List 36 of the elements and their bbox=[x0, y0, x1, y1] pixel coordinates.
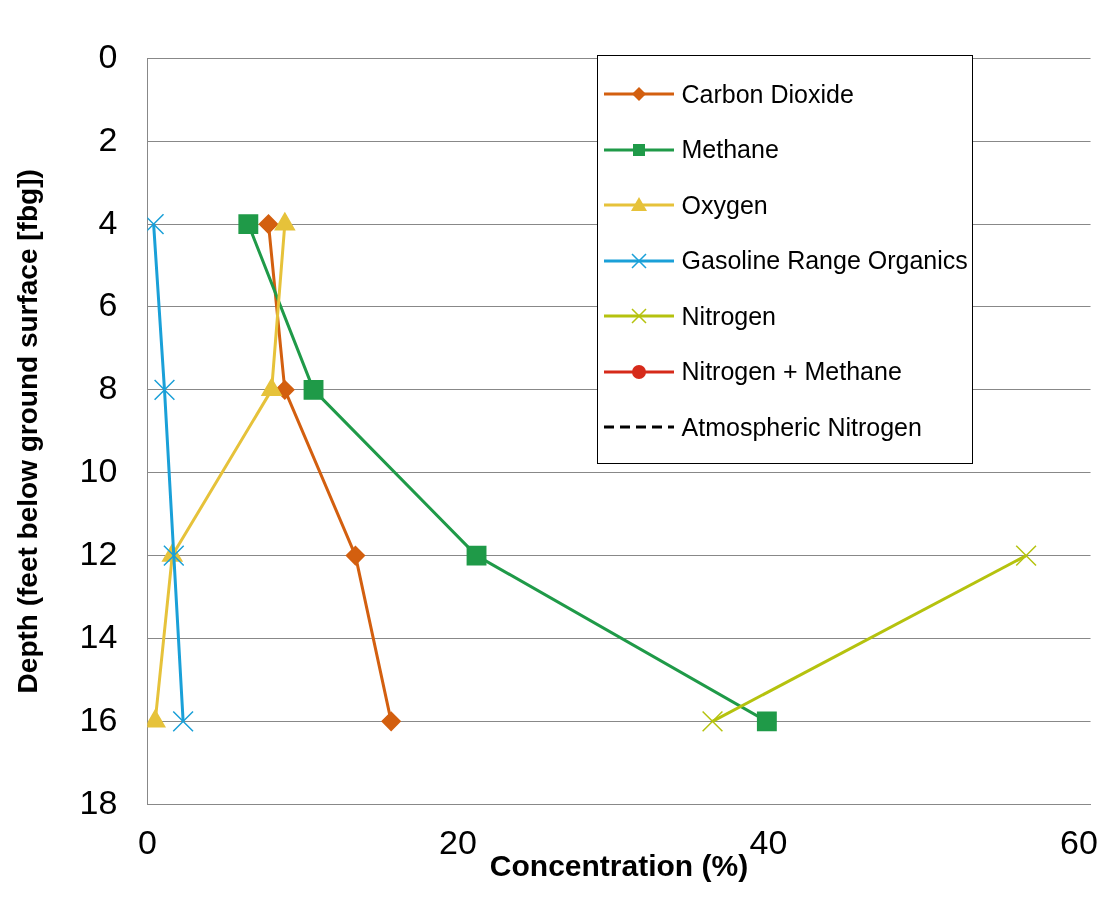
point bbox=[381, 711, 401, 732]
point bbox=[303, 379, 324, 400]
legend-label: Methane bbox=[681, 135, 779, 165]
y-tick-label: 18 bbox=[79, 782, 118, 821]
y-axis-title: Depth (feet below ground surface [fbg]) bbox=[11, 169, 43, 694]
x-tick-label: 40 bbox=[749, 822, 788, 861]
x-tick-label: 20 bbox=[439, 822, 477, 861]
y-tick-label: 2 bbox=[98, 119, 118, 158]
x-tick-label: 60 bbox=[1059, 822, 1098, 861]
y-tick-label: 4 bbox=[98, 202, 118, 241]
legend-label: Nitrogen bbox=[681, 301, 777, 331]
point bbox=[163, 544, 185, 567]
point bbox=[153, 379, 176, 401]
point bbox=[172, 710, 194, 732]
point bbox=[345, 545, 366, 566]
y-tick-label: 6 bbox=[98, 285, 118, 324]
legend-label: Atmospheric Nitrogen bbox=[681, 412, 922, 442]
legend-label: Nitrogen + Methane bbox=[681, 357, 902, 387]
point bbox=[701, 710, 724, 732]
point bbox=[238, 214, 259, 235]
x-tick-label: 0 bbox=[137, 822, 157, 861]
point bbox=[1015, 544, 1037, 567]
legend-label: Oxygen bbox=[681, 190, 768, 220]
legend-label: Gasoline Range Organics bbox=[681, 246, 968, 276]
y-tick-label: 14 bbox=[79, 616, 118, 655]
legend-label: Carbon Dioxide bbox=[681, 79, 854, 109]
point bbox=[275, 380, 295, 400]
point bbox=[466, 545, 487, 566]
x-axis-title: Concentration (%) bbox=[489, 849, 749, 883]
y-tick-label: 12 bbox=[79, 533, 118, 572]
y-tick-label: 10 bbox=[79, 451, 118, 490]
y-tick-label: 0 bbox=[98, 36, 118, 75]
y-tick-label: 8 bbox=[98, 368, 118, 407]
y-tick-label: 16 bbox=[79, 699, 118, 738]
point bbox=[756, 711, 777, 732]
point bbox=[258, 214, 279, 234]
